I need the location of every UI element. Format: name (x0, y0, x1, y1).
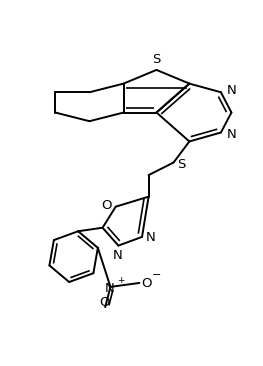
Text: S: S (152, 53, 161, 66)
Text: −: − (152, 270, 161, 280)
Text: N: N (113, 249, 123, 262)
Text: N: N (227, 84, 236, 97)
Text: N: N (227, 128, 236, 141)
Text: O: O (99, 296, 110, 309)
Text: O: O (141, 277, 152, 290)
Text: N: N (104, 282, 114, 295)
Text: O: O (101, 199, 112, 212)
Text: N: N (146, 231, 156, 244)
Text: S: S (177, 158, 185, 171)
Text: +: + (117, 276, 125, 285)
